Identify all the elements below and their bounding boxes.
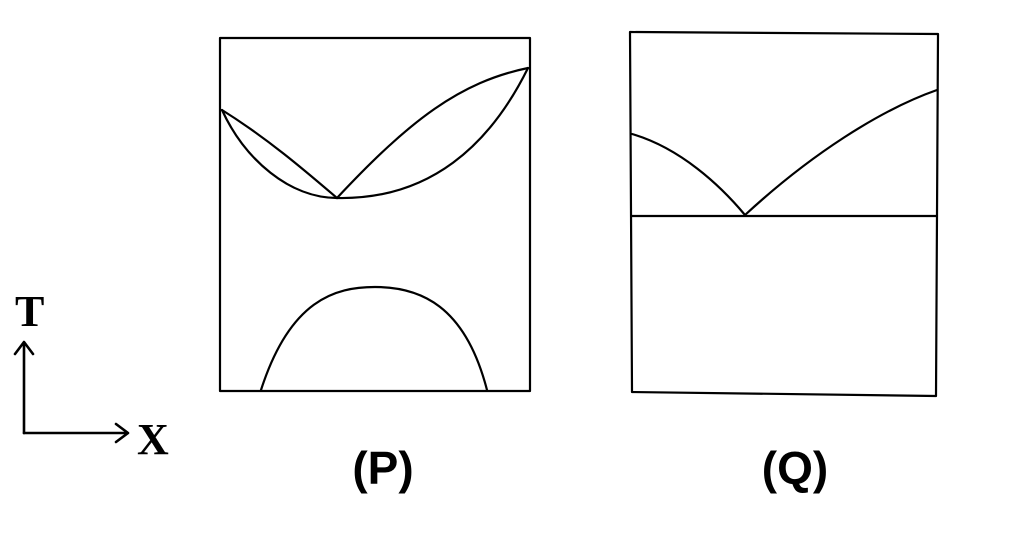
panel-p-frame <box>218 36 532 393</box>
p-left-solidus <box>220 108 339 200</box>
panel-p-label: (P) <box>352 442 413 494</box>
x-axis-arrow <box>22 422 130 444</box>
panel-q-frame <box>628 30 940 398</box>
panel-q-label: (Q) <box>762 442 828 494</box>
q-left-liquidus <box>630 132 747 217</box>
p-right-liquidus <box>335 66 530 200</box>
axis-indicator: T X <box>13 287 169 464</box>
p-left-liquidus <box>220 108 339 200</box>
panel-p: (P) <box>218 36 532 494</box>
panel-q: (Q) <box>628 30 940 494</box>
y-axis-arrow <box>13 340 35 435</box>
p-right-solidus <box>335 66 530 200</box>
q-right-liquidus <box>743 88 939 217</box>
p-miscibility-gap-dome <box>259 285 489 392</box>
y-axis-label-t: T <box>15 287 44 336</box>
x-axis-label-x: X <box>137 415 169 464</box>
